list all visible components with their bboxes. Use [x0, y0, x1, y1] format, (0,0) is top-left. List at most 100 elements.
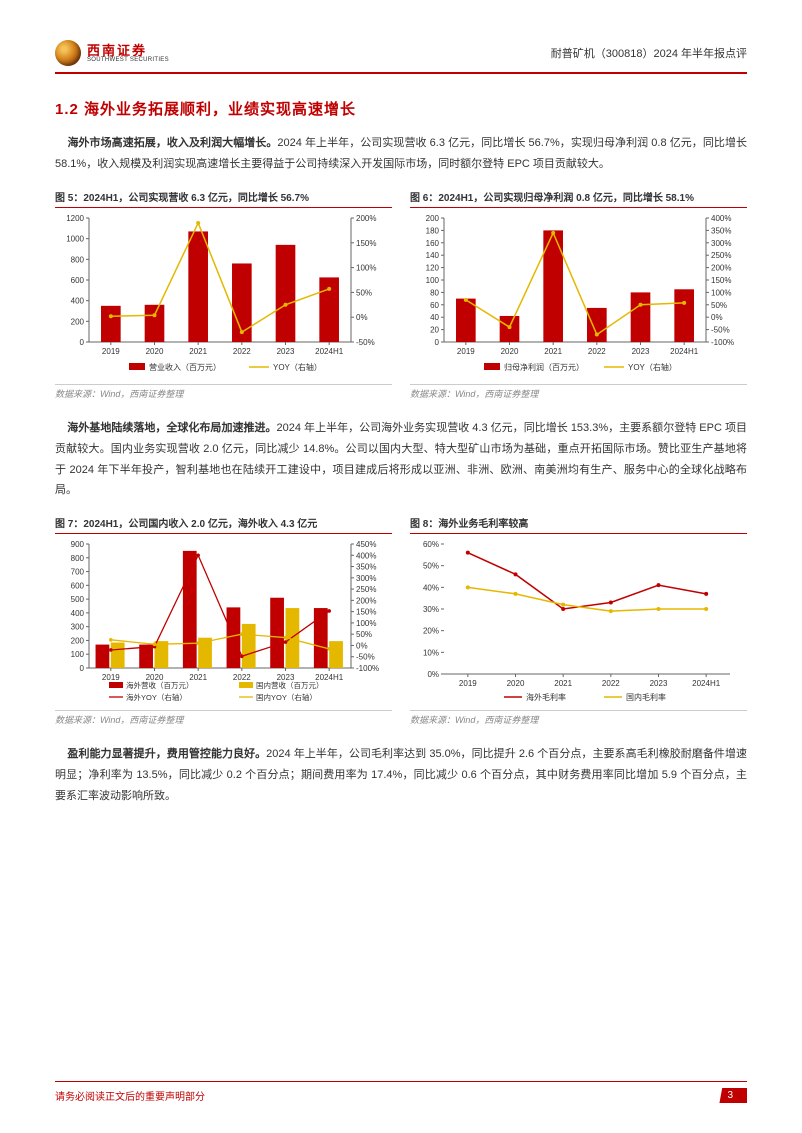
svg-text:60: 60 [430, 301, 439, 310]
page-header: 西南证券 SOUTHWEST SECURITIES 耐普矿机（300818）20… [55, 40, 747, 74]
svg-text:国内YOY（右轴）: 国内YOY（右轴） [256, 692, 317, 702]
svg-text:250%: 250% [356, 585, 376, 594]
svg-text:-100%: -100% [711, 338, 734, 347]
svg-text:200: 200 [426, 214, 440, 223]
svg-text:2020: 2020 [507, 679, 525, 688]
svg-text:300%: 300% [711, 239, 731, 248]
svg-text:2024H1: 2024H1 [670, 347, 699, 356]
svg-text:200%: 200% [711, 263, 731, 272]
svg-text:0%: 0% [427, 670, 439, 679]
svg-text:2021: 2021 [554, 679, 572, 688]
svg-text:2022: 2022 [233, 347, 251, 356]
svg-text:350%: 350% [356, 563, 376, 572]
svg-text:2023: 2023 [650, 679, 668, 688]
svg-text:-50%: -50% [711, 325, 730, 334]
svg-text:YOY（右轴）: YOY（右轴） [273, 362, 322, 372]
svg-text:450%: 450% [356, 540, 376, 549]
svg-text:2021: 2021 [189, 347, 207, 356]
svg-text:1200: 1200 [66, 214, 84, 223]
svg-text:国内营收（百万元）: 国内营收（百万元） [256, 680, 324, 690]
svg-text:50%: 50% [356, 631, 372, 640]
svg-text:40%: 40% [423, 584, 439, 593]
footer-disclaimer: 请务必阅读正文后的重要声明部分 [55, 1088, 205, 1103]
svg-text:2021: 2021 [544, 347, 562, 356]
svg-text:150%: 150% [356, 608, 376, 617]
svg-text:归母净利润（百万元）: 归母净利润（百万元） [504, 362, 584, 372]
svg-text:400: 400 [71, 296, 85, 305]
svg-text:100%: 100% [711, 288, 731, 297]
paragraph-3: 盈利能力显著提升，费用管控能力良好。2024 年上半年，公司毛利率达到 35.0… [55, 744, 747, 807]
svg-text:0: 0 [80, 338, 85, 347]
svg-text:2022: 2022 [233, 673, 251, 682]
svg-text:0: 0 [80, 664, 85, 673]
svg-text:2023: 2023 [277, 347, 295, 356]
svg-text:150%: 150% [356, 239, 376, 248]
svg-text:100%: 100% [356, 619, 376, 628]
svg-text:300: 300 [71, 623, 85, 632]
svg-text:0%: 0% [356, 642, 368, 651]
svg-text:350%: 350% [711, 226, 731, 235]
svg-text:海外YOY（右轴）: 海外YOY（右轴） [126, 692, 187, 702]
svg-text:0%: 0% [711, 313, 723, 322]
svg-text:100%: 100% [356, 263, 376, 272]
chart5-title: 图 5：2024H1，公司实现营收 6.3 亿元，同比增长 56.7% [55, 189, 392, 208]
chart6-title: 图 6：2024H1，公司实现归母净利润 0.8 亿元，同比增长 58.1% [410, 189, 747, 208]
svg-text:40: 40 [430, 313, 439, 322]
svg-text:海外营收（百万元）: 海外营收（百万元） [126, 680, 194, 690]
svg-text:2019: 2019 [102, 347, 120, 356]
chart7-title: 图 7：2024H1，公司国内收入 2.0 亿元，海外收入 4.3 亿元 [55, 515, 392, 534]
svg-text:-100%: -100% [356, 664, 379, 673]
svg-text:120: 120 [426, 263, 440, 272]
paragraph-2: 海外基地陆续落地，全球化布局加速推进。2024 年上半年，公司海外业务实现营收 … [55, 418, 747, 502]
logo-cn: 西南证券 [87, 44, 169, 57]
svg-text:50%: 50% [423, 562, 439, 571]
svg-text:-50%: -50% [356, 338, 375, 347]
svg-text:400%: 400% [356, 552, 376, 561]
svg-text:150%: 150% [711, 276, 731, 285]
page-footer: 请务必阅读正文后的重要声明部分 3 [55, 1081, 747, 1103]
svg-text:-50%: -50% [356, 653, 375, 662]
page-number: 3 [719, 1088, 747, 1103]
svg-text:50%: 50% [711, 301, 727, 310]
section-title: 1.2 海外业务拓展顺利，业绩实现高速增长 [55, 98, 747, 119]
svg-text:60%: 60% [423, 540, 439, 549]
svg-text:2020: 2020 [146, 347, 164, 356]
svg-text:80: 80 [430, 288, 439, 297]
svg-text:2020: 2020 [501, 347, 519, 356]
svg-text:400: 400 [71, 609, 85, 618]
chart8-source: 数据来源：Wind，西南证券整理 [410, 710, 747, 726]
svg-text:300%: 300% [356, 574, 376, 583]
svg-text:200: 200 [71, 317, 85, 326]
svg-text:800: 800 [71, 255, 85, 264]
svg-text:2024H1: 2024H1 [315, 347, 344, 356]
svg-text:2022: 2022 [602, 679, 620, 688]
svg-text:国内毛利率: 国内毛利率 [626, 692, 666, 702]
logo: 西南证券 SOUTHWEST SECURITIES [55, 40, 169, 66]
svg-text:400%: 400% [711, 214, 731, 223]
svg-text:200%: 200% [356, 214, 376, 223]
chart8: 0%10%20%30%40%50%60%20192020202120222023… [410, 536, 747, 706]
svg-text:1000: 1000 [66, 234, 84, 243]
chart6-source: 数据来源：Wind，西南证券整理 [410, 384, 747, 400]
svg-text:250%: 250% [711, 251, 731, 260]
svg-text:200%: 200% [356, 597, 376, 606]
chart6: 020406080100120140160180200-100%-50%0%50… [410, 210, 747, 380]
svg-text:140: 140 [426, 251, 440, 260]
svg-text:20%: 20% [423, 627, 439, 636]
svg-text:180: 180 [426, 226, 440, 235]
svg-text:20: 20 [430, 325, 439, 334]
svg-text:2019: 2019 [459, 679, 477, 688]
chart5: 020040060080010001200-50%0%50%100%150%20… [55, 210, 392, 380]
svg-text:YOY（右轴）: YOY（右轴） [628, 362, 677, 372]
logo-en: SOUTHWEST SECURITIES [87, 57, 169, 63]
chart7: 0100200300400500600700800900-100%-50%0%5… [55, 536, 392, 706]
svg-text:2019: 2019 [102, 673, 120, 682]
svg-text:30%: 30% [423, 605, 439, 614]
svg-text:800: 800 [71, 554, 85, 563]
svg-text:900: 900 [71, 540, 85, 549]
svg-text:0: 0 [435, 338, 440, 347]
chart7-source: 数据来源：Wind，西南证券整理 [55, 710, 392, 726]
svg-text:100: 100 [71, 651, 85, 660]
header-right: 耐普矿机（300818）2024 年半年报点评 [551, 45, 747, 61]
paragraph-1: 海外市场高速拓展，收入及利润大幅增长。2024 年上半年，公司实现营收 6.3 … [55, 133, 747, 175]
